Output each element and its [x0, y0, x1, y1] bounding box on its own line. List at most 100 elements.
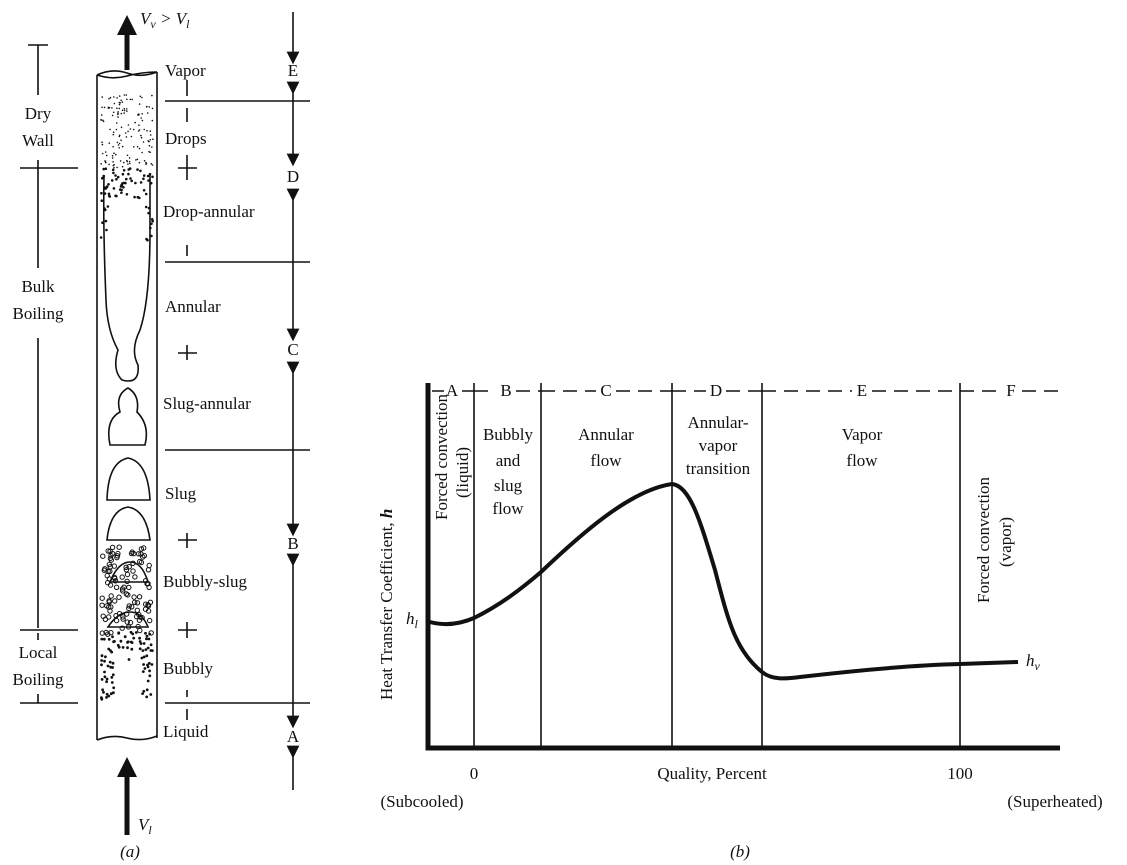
drop [131, 136, 133, 138]
pipe [97, 71, 157, 740]
drop [100, 638, 103, 641]
zone-label: E [288, 61, 298, 80]
h-start-label: hl [406, 609, 419, 631]
drop [133, 146, 135, 148]
drop [112, 155, 114, 157]
drop [122, 173, 125, 176]
h-end-label: hv [1026, 651, 1041, 673]
drop [150, 643, 153, 646]
drop [119, 136, 121, 138]
page: { "panel_a": { "top_velocity": ["V", "v"… [0, 0, 1127, 865]
drop [112, 115, 114, 117]
drop [106, 185, 109, 188]
drop [112, 686, 115, 689]
wall-state: Bulk [21, 277, 55, 296]
region-letter: F [1006, 381, 1015, 400]
bubble [138, 628, 142, 632]
drop [102, 175, 105, 178]
drop [142, 670, 145, 673]
drop [146, 635, 149, 638]
drop [147, 112, 149, 114]
drop [111, 635, 114, 638]
drop [151, 649, 154, 652]
drop [120, 189, 123, 192]
drop [103, 638, 106, 641]
drop [143, 189, 146, 192]
drop [113, 187, 116, 190]
drop [145, 193, 148, 196]
drop [151, 218, 154, 221]
drop [105, 151, 107, 153]
drop [145, 163, 147, 165]
drop [141, 137, 143, 139]
drop [126, 193, 129, 196]
drop [147, 175, 150, 178]
zone-label: D [287, 167, 299, 186]
bubble [110, 545, 114, 549]
drop [148, 207, 151, 210]
bubble [135, 601, 139, 605]
regime-label: Liquid [163, 722, 209, 741]
drop [101, 221, 104, 224]
wall-state: Wall [22, 131, 54, 150]
drop [119, 104, 121, 106]
drop [100, 663, 103, 666]
drop [101, 678, 104, 681]
drop [105, 220, 108, 223]
bubble [120, 575, 124, 579]
drop [115, 195, 118, 198]
drop [139, 647, 142, 650]
drop [114, 174, 117, 177]
drop [117, 176, 120, 179]
drop [116, 107, 118, 109]
wall-state: Boiling [12, 304, 64, 323]
regime-label: Slug-annular [163, 394, 251, 413]
drop [113, 167, 115, 169]
drop [130, 128, 132, 130]
drop [100, 192, 103, 195]
drop [149, 145, 151, 147]
drop [148, 638, 151, 641]
drop [143, 174, 146, 177]
x-axis-label: Quality, Percent [657, 764, 767, 783]
drop [111, 179, 114, 182]
drop [142, 663, 145, 666]
drop [146, 688, 149, 691]
drop [109, 649, 112, 652]
drop [120, 185, 123, 188]
drop [124, 108, 126, 110]
drop [120, 160, 122, 162]
drop [123, 169, 126, 172]
drop [112, 161, 114, 163]
drop [108, 98, 110, 100]
drop [135, 159, 137, 161]
drop [109, 661, 112, 664]
drop [115, 154, 117, 156]
drop [129, 161, 131, 163]
drop [131, 641, 134, 644]
droplets [100, 94, 154, 700]
drop [120, 100, 122, 102]
drop [107, 183, 110, 186]
drop [152, 108, 154, 110]
drop [145, 696, 148, 699]
drop [111, 107, 113, 109]
drop [126, 160, 128, 162]
drop [119, 108, 121, 110]
drop [140, 135, 142, 137]
drop [122, 110, 124, 112]
drop [151, 95, 153, 97]
region-label: (vapor) [996, 517, 1015, 567]
drop [130, 180, 133, 183]
drop [102, 144, 104, 146]
drop [148, 674, 151, 677]
regime-label: Bubbly [163, 659, 214, 678]
drop [144, 667, 147, 670]
drop [126, 99, 128, 101]
bubble [117, 545, 121, 549]
bubble [114, 618, 118, 622]
drop [111, 681, 114, 684]
region-letter: E [857, 381, 867, 400]
drop [117, 114, 119, 116]
drop [137, 146, 139, 148]
